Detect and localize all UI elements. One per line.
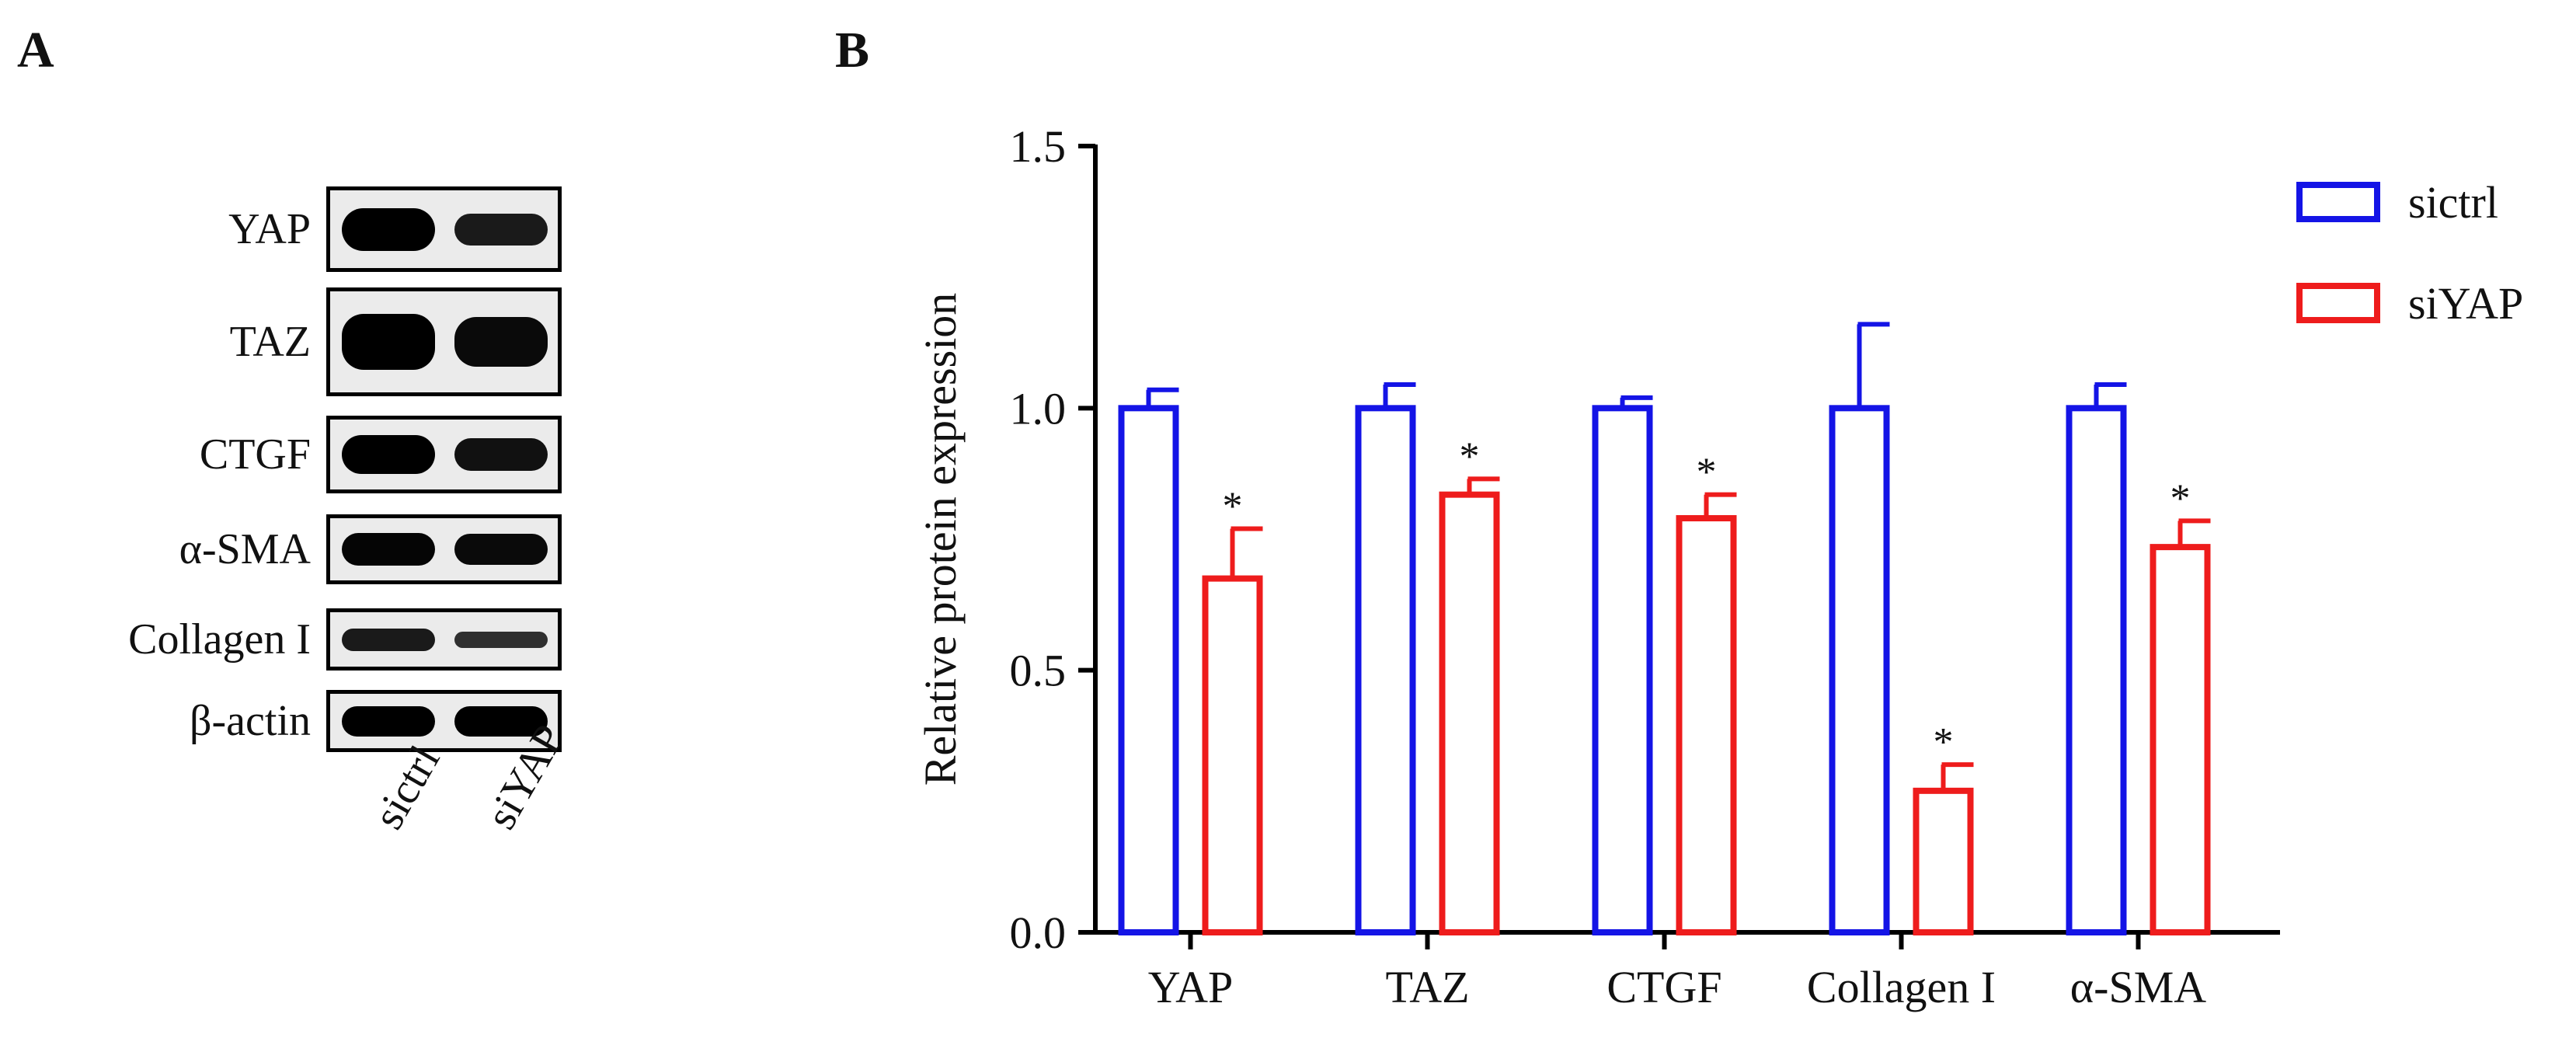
y-tick-label: 0.0 bbox=[1010, 907, 1067, 958]
blot-row bbox=[326, 608, 562, 671]
y-tick-label: 0.5 bbox=[1010, 646, 1067, 696]
blot-band bbox=[342, 629, 435, 651]
sictrl-bar bbox=[1592, 405, 1653, 935]
x-tick-label: CTGF bbox=[1607, 962, 1721, 1012]
blot-band bbox=[454, 534, 548, 565]
panel-b-label: B bbox=[835, 22, 870, 78]
siYAP-bar bbox=[2150, 544, 2211, 935]
siYAP-bar bbox=[1439, 491, 1500, 935]
y-tick-label: 1.5 bbox=[1010, 121, 1067, 172]
blot-band bbox=[342, 706, 435, 737]
blot-band bbox=[342, 435, 435, 474]
blot-band bbox=[342, 208, 435, 251]
x-tick-label: α-SMA bbox=[2070, 962, 2207, 1012]
significance-marker: * bbox=[1697, 451, 1717, 495]
blot-band bbox=[454, 214, 548, 246]
sictrl-bar bbox=[1118, 405, 1179, 935]
blot-band bbox=[342, 533, 435, 566]
significance-marker: * bbox=[2170, 476, 2191, 521]
blot-row-label: α-SMA bbox=[179, 525, 311, 573]
blot-row bbox=[326, 287, 562, 396]
significance-marker: * bbox=[1934, 720, 1954, 765]
legend-swatch-sictrl bbox=[2296, 182, 2380, 222]
siYAP-bar bbox=[1913, 787, 1974, 936]
panel-a-label: A bbox=[17, 22, 54, 78]
y-tick-label: 1.0 bbox=[1010, 383, 1067, 434]
siYAP-bar bbox=[1202, 575, 1263, 935]
legend-swatch-siYAP bbox=[2296, 283, 2380, 323]
legend-label: sictrl bbox=[2408, 177, 2498, 228]
blot-row-label: YAP bbox=[228, 205, 311, 253]
blot-band bbox=[454, 438, 548, 471]
blot-row bbox=[326, 690, 562, 752]
sictrl-bar bbox=[1829, 405, 1890, 935]
blot-row bbox=[326, 514, 562, 584]
x-tick-label: YAP bbox=[1148, 962, 1234, 1012]
significance-marker: * bbox=[1460, 434, 1480, 479]
blot-row bbox=[326, 186, 562, 272]
significance-marker: * bbox=[1223, 485, 1243, 529]
blot-row-label: β-actin bbox=[190, 697, 311, 745]
blot-row bbox=[326, 416, 562, 493]
legend-label: siYAP bbox=[2408, 278, 2523, 329]
blot-band bbox=[454, 317, 548, 367]
blot-band bbox=[454, 706, 548, 737]
sictrl-bar bbox=[1355, 405, 1416, 935]
y-axis-label: Relative protein expression bbox=[915, 293, 966, 786]
x-tick-label: TAZ bbox=[1385, 962, 1469, 1012]
siYAP-bar bbox=[1676, 515, 1737, 935]
blot-band bbox=[342, 314, 435, 370]
blot-row-label: CTGF bbox=[199, 430, 311, 479]
sictrl-bar bbox=[2066, 405, 2127, 935]
blot-band bbox=[454, 632, 548, 648]
blot-row-label: Collagen I bbox=[128, 615, 311, 664]
blot-row-label: TAZ bbox=[229, 318, 311, 366]
x-tick-label: Collagen I bbox=[1807, 962, 1996, 1012]
